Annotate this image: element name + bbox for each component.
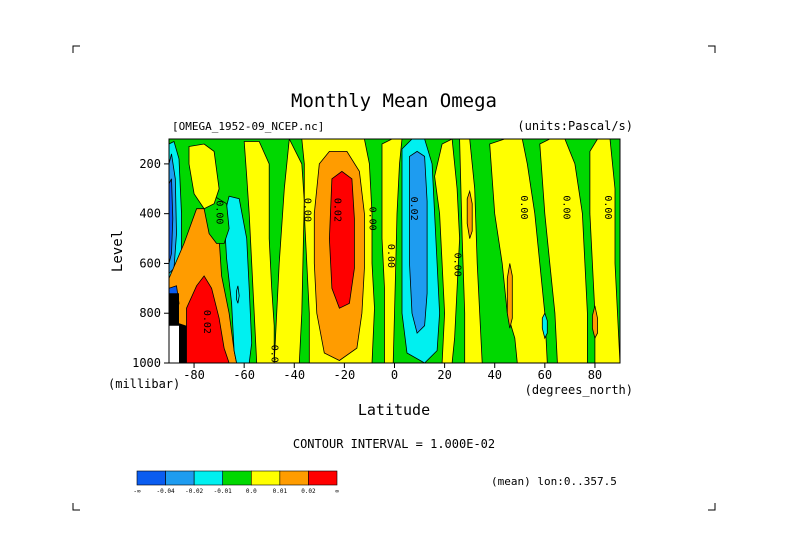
colorbar-swatch <box>308 470 338 486</box>
region-orange-right-2 <box>506 263 513 329</box>
colorbar-label: -0.04 <box>157 488 175 495</box>
x-axis-units: (degrees_north) <box>525 383 633 397</box>
colorbar-label: -∞ <box>133 488 141 495</box>
contour-interval-text: CONTOUR INTERVAL = 1.000E-02 <box>293 437 495 451</box>
contour-label: 0.00 <box>518 195 529 219</box>
colorbar-label: 0.01 <box>273 488 288 495</box>
x-tick-label: -80 <box>183 368 205 382</box>
region-red-lower-left <box>186 275 230 363</box>
crop-mark-top-left <box>72 45 80 53</box>
y-axis: 200 400 600 800 1000 <box>132 157 169 370</box>
y-tick-label: 200 <box>139 157 161 171</box>
region-cyan-left-blob <box>236 285 240 304</box>
colorbar-swatch <box>193 470 224 486</box>
y-tick-label: 1000 <box>132 356 161 370</box>
colorbar-swatch <box>279 470 309 486</box>
crop-marks <box>72 45 716 511</box>
y-axis-units: (millibar) <box>108 377 180 391</box>
contour-label: 0.00 <box>366 207 377 231</box>
crop-mark-bottom-right <box>708 503 716 511</box>
x-tick-label: -20 <box>334 368 356 382</box>
contour-label: 0.00 <box>269 345 280 369</box>
y-tick-label: 400 <box>139 207 161 221</box>
x-tick-label: -40 <box>283 368 305 382</box>
x-tick-label: -60 <box>233 368 255 382</box>
x-tick-label: 40 <box>487 368 501 382</box>
region-deepblue-strip-left <box>169 178 174 264</box>
region-cyan-right-blob <box>541 312 548 340</box>
crop-mark-bottom-left <box>72 503 80 511</box>
contour-label: 0.00 <box>561 195 572 219</box>
colorbar-label: -0.02 <box>185 488 203 495</box>
units-label: (units:Pascal/s) <box>517 119 633 133</box>
x-axis: -80 -60 -40 -20 0 20 40 60 80 <box>183 363 602 382</box>
footer-note: (mean) lon:0..357.5 <box>491 475 617 488</box>
colorbar: -∞ -0.04 -0.02 -0.01 0.0 0.01 0.02 ∞ <box>133 470 339 495</box>
contour-labels: 0.00 0.00 0.02 0.00 0.00 0.02 0.00 0.00 0.00 0.00… <box>201 195 613 369</box>
y-tick-label: 600 <box>139 256 161 270</box>
region-yellow-right-2 <box>539 139 588 363</box>
region-cyan-left-mid <box>223 195 253 363</box>
plot-area: 0.00 0.00 0.02 0.00 0.00 0.02 0.00 0.00 0.00 0.00… <box>169 139 620 369</box>
region-yellow-left-1 <box>188 143 220 210</box>
x-tick-label: 60 <box>538 368 552 382</box>
contour-label: 0.00 <box>602 195 613 219</box>
colorbar-label: -0.01 <box>214 488 232 495</box>
x-tick-label: 0 <box>391 368 398 382</box>
contour-label: 0.00 <box>301 198 312 222</box>
region-orange-right-1 <box>466 189 473 239</box>
region-yellow-eq <box>381 139 403 363</box>
contour-label: 0.00 <box>385 244 396 268</box>
contour-label: 0.02 <box>331 198 342 222</box>
colorbar-swatch <box>222 470 252 486</box>
region-orange-right-3 <box>592 305 598 340</box>
crop-mark-top-right <box>708 45 716 53</box>
chart-title: Monthly Mean Omega <box>291 90 497 112</box>
contour-label: 0.02 <box>408 197 419 221</box>
colorbar-label: 0.02 <box>301 488 316 495</box>
colorbar-swatch <box>136 470 166 486</box>
contour-label: 0.02 <box>201 310 212 334</box>
region-yellow-band-1 <box>434 139 461 363</box>
region-white-hole <box>169 325 179 363</box>
contour-label: 0.00 <box>214 200 225 224</box>
x-tick-label: 80 <box>588 368 602 382</box>
colorbar-swatch <box>165 470 195 486</box>
region-blue-eq <box>409 150 428 334</box>
y-axis-label: Level <box>110 230 126 272</box>
colorbar-label: 0.0 <box>246 488 257 495</box>
y-tick-label: 800 <box>139 306 161 320</box>
x-tick-label: 20 <box>437 368 451 382</box>
file-label: [OMEGA_1952-09_NCEP.nc] <box>172 120 324 133</box>
region-yellow-mid-1 <box>273 139 305 363</box>
region-yellow-left-2 <box>243 141 275 363</box>
colorbar-swatch <box>250 470 281 486</box>
region-red-central <box>328 170 355 309</box>
region-yellow-right-main <box>489 139 548 363</box>
x-axis-label: Latitude <box>358 401 430 419</box>
contour-regions <box>169 139 620 363</box>
contour-label: 0.00 <box>452 253 463 277</box>
region-yellow-band-2 <box>459 139 483 363</box>
region-yellow-right-3 <box>589 139 620 363</box>
colorbar-label: ∞ <box>335 488 339 495</box>
